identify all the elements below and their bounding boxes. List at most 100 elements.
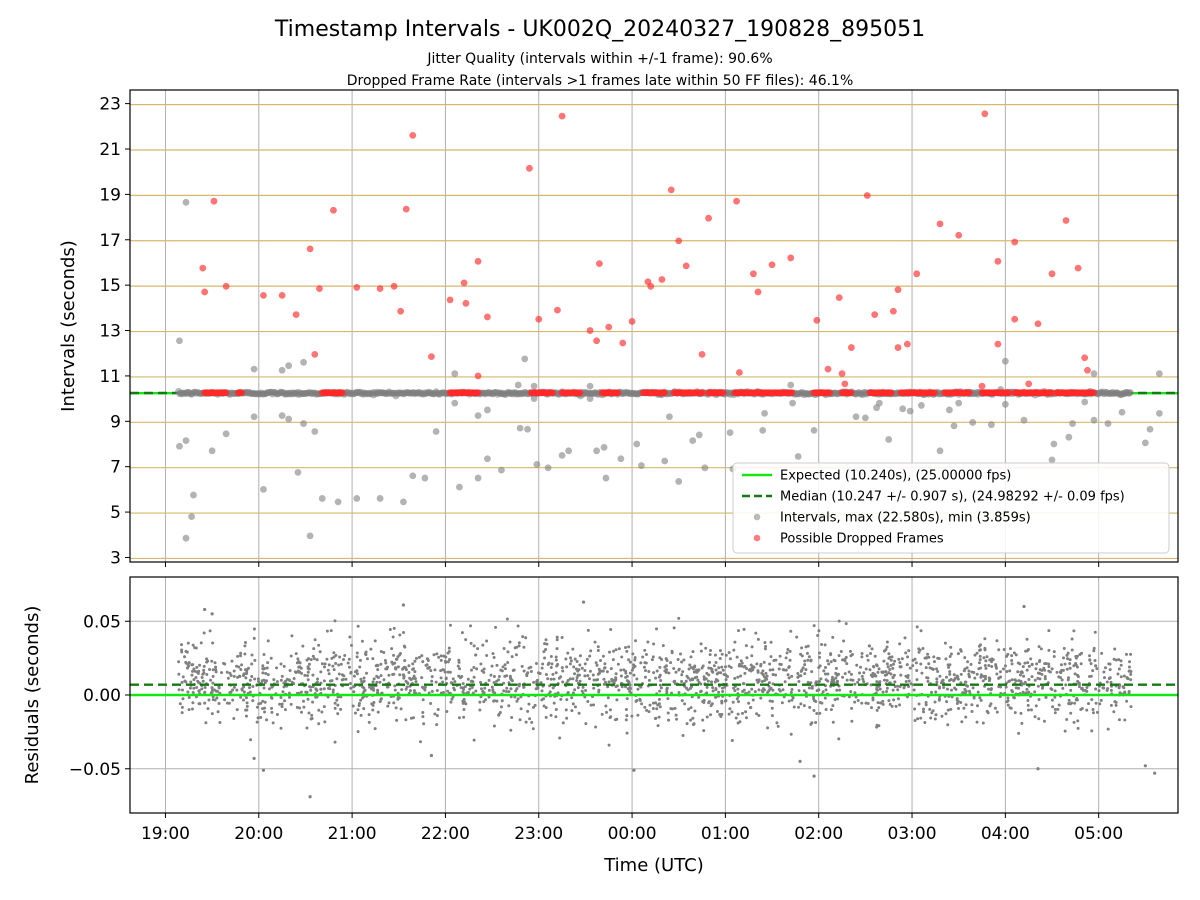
residual-point: [270, 696, 274, 700]
residual-point: [818, 711, 822, 715]
interval-point: [875, 399, 883, 407]
residual-point: [1072, 720, 1076, 724]
residual-point: [987, 687, 991, 691]
residual-point: [1007, 680, 1011, 684]
residual-point: [903, 636, 907, 640]
residual-point: [664, 664, 668, 668]
residual-point: [1033, 678, 1037, 682]
residual-point: [767, 681, 771, 685]
residual-point: [774, 673, 778, 677]
residual-point: [719, 714, 723, 718]
residual-point: [578, 663, 582, 667]
dropped-frame-point: [428, 353, 435, 361]
intervals-y-tick-label: 23: [99, 95, 121, 115]
residual-point: [180, 650, 184, 654]
residual-point: [821, 690, 825, 694]
residual-point: [1073, 701, 1077, 705]
residual-point: [573, 657, 577, 661]
residual-point: [802, 689, 806, 693]
residual-point: [444, 677, 448, 681]
dropped-frame-point: [474, 372, 482, 380]
residual-point: [507, 690, 511, 694]
residual-point: [1025, 637, 1029, 641]
residual-point: [624, 685, 628, 689]
residual-point: [964, 689, 968, 693]
residual-point: [869, 683, 873, 687]
dropped-frame-point: [913, 270, 921, 278]
residual-point: [253, 677, 257, 681]
residual-point: [806, 658, 810, 662]
intervals-plot-border: [129, 89, 1179, 563]
residual-point: [461, 699, 465, 703]
residual-point: [770, 714, 774, 718]
residual-point: [382, 678, 386, 682]
residual-point: [690, 665, 694, 669]
residual-point: [695, 670, 699, 674]
residual-point: [340, 678, 344, 682]
residual-point: [317, 708, 321, 712]
residual-point: [1042, 719, 1046, 723]
residual-point: [408, 689, 412, 693]
residual-point: [933, 717, 937, 721]
residual-point: [510, 679, 514, 683]
residual-point: [970, 703, 974, 707]
residual-point: [338, 655, 342, 659]
residual-point: [544, 706, 548, 710]
residual-point: [375, 680, 379, 684]
legend-box: [732, 462, 1170, 554]
residual-point: [708, 660, 712, 664]
interval-point: [376, 495, 384, 502]
interval-point: [300, 358, 307, 366]
residual-point: [1068, 662, 1072, 666]
interval-point: [789, 399, 796, 407]
residual-point: [860, 651, 864, 655]
residual-point: [379, 662, 383, 666]
residual-point: [236, 675, 240, 679]
residual-point: [609, 667, 613, 671]
residual-point: [704, 646, 708, 650]
residual-point: [402, 630, 406, 634]
intervals-x-ticks: [164, 562, 1100, 567]
residual-point: [713, 653, 717, 657]
residuals-y-tick-label: −0.05: [69, 760, 121, 780]
residual-point: [838, 688, 842, 692]
residual-point: [689, 685, 693, 689]
residual-point: [577, 711, 581, 715]
residual-point: [331, 664, 335, 668]
residual-point: [935, 677, 939, 681]
residual-point: [329, 629, 333, 633]
residual-point: [500, 699, 504, 703]
residual-point: [693, 664, 697, 668]
residual-point: [191, 643, 195, 647]
residual-point: [460, 631, 464, 635]
residual-point: [332, 655, 336, 659]
residual-point: [768, 699, 772, 703]
residual-point: [177, 660, 181, 664]
residual-point: [1073, 672, 1077, 676]
residual-point: [892, 662, 896, 666]
residual-point: [731, 700, 735, 704]
residual-point: [1091, 711, 1095, 715]
residual-point: [217, 701, 221, 705]
residual-point: [830, 678, 834, 682]
residual-point: [272, 678, 276, 682]
residual-point: [721, 686, 725, 690]
residual-point: [570, 709, 574, 713]
dropped-frame-point: [981, 110, 989, 118]
interval-point: [950, 422, 958, 430]
residual-point: [723, 685, 727, 689]
residual-point: [1129, 705, 1133, 709]
residual-point: [360, 639, 364, 643]
residual-point: [665, 690, 669, 694]
residual-point: [513, 646, 517, 650]
residual-point: [760, 689, 764, 693]
intervals-y-tick-label: 7: [110, 458, 121, 478]
residual-point: [398, 673, 402, 677]
interval-point: [285, 415, 293, 423]
residual-point: [359, 698, 363, 702]
residual-point: [362, 679, 366, 683]
dropped-frame-point: [402, 205, 410, 213]
residual-point: [433, 712, 437, 716]
residual-point: [689, 706, 693, 710]
residual-point: [1066, 651, 1070, 655]
